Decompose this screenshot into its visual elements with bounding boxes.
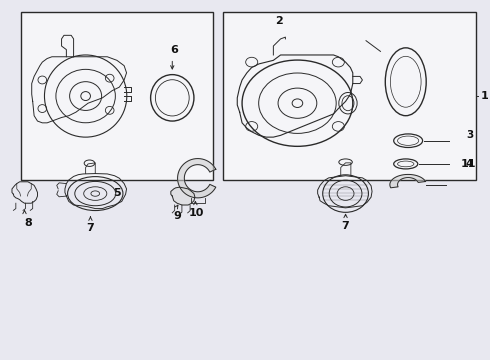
Text: 7: 7 (342, 221, 349, 231)
Text: 2: 2 (275, 16, 283, 26)
Text: 4: 4 (466, 159, 473, 169)
Text: 6: 6 (171, 45, 179, 55)
Polygon shape (390, 175, 425, 188)
Text: 7: 7 (87, 223, 94, 233)
Text: 9: 9 (173, 211, 181, 221)
Polygon shape (177, 158, 216, 198)
FancyBboxPatch shape (223, 12, 475, 180)
Polygon shape (171, 187, 195, 205)
Text: 8: 8 (24, 217, 32, 228)
Text: 3: 3 (466, 130, 473, 140)
Text: 10: 10 (189, 207, 204, 217)
Text: 11: 11 (461, 159, 477, 169)
Text: 1: 1 (480, 91, 488, 101)
Text: 5: 5 (113, 188, 121, 198)
FancyBboxPatch shape (21, 12, 213, 180)
